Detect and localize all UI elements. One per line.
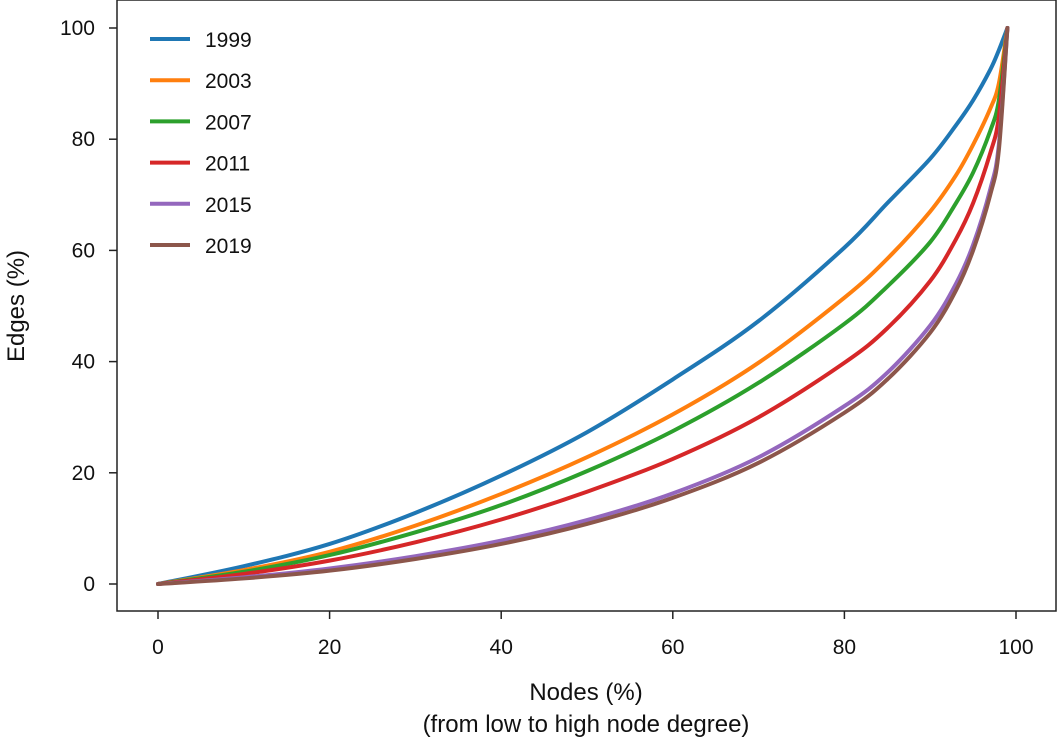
x-tick-label: 80 (833, 636, 856, 659)
y-tick-label: 100 (60, 17, 95, 40)
series-line-2011 (156, 26, 1010, 586)
y-tick-label: 0 (83, 573, 95, 596)
x-tick-label: 40 (490, 636, 513, 659)
legend-label: 2011 (205, 153, 250, 176)
y-axis-title: Edges (%) (3, 250, 30, 362)
series-line-2019 (156, 26, 1010, 586)
y-tick-label: 80 (72, 128, 95, 151)
y-tick-label: 20 (72, 462, 95, 485)
series-line-2003 (156, 26, 1010, 586)
series-line-2015 (156, 26, 1010, 586)
legend-item-2007: 2007 (150, 111, 252, 134)
x-axis-subtitle: (from low to high node degree) (423, 711, 750, 738)
y-axis: 0 20 40 60 80 100 (60, 17, 117, 596)
legend-item-2011: 2011 (150, 153, 250, 176)
legend-item-2003: 2003 (150, 70, 252, 93)
legend-item-2019: 2019 (150, 235, 252, 258)
series-lines (156, 26, 1010, 586)
x-axis: 0 20 40 60 80 100 (152, 611, 1034, 659)
legend-label: 1999 (205, 29, 252, 52)
x-tick-label: 60 (661, 636, 684, 659)
legend-label: 2019 (205, 235, 252, 258)
y-tick-label: 40 (72, 351, 95, 374)
series-line-1999 (156, 26, 1010, 586)
x-axis-title: Nodes (%) (529, 679, 642, 706)
y-tick-label: 60 (72, 239, 95, 262)
legend-item-1999: 1999 (150, 29, 252, 52)
legend-label: 2003 (205, 70, 252, 93)
series-line-2007 (156, 26, 1010, 586)
x-tick-label: 100 (998, 636, 1033, 659)
x-tick-label: 0 (152, 636, 164, 659)
legend-label: 2015 (205, 194, 252, 217)
legend: 1999 2003 2007 2011 2015 2019 (150, 29, 252, 258)
plot-frame (116, 0, 1057, 612)
legend-label: 2007 (205, 111, 252, 134)
legend-item-2015: 2015 (150, 194, 252, 217)
x-tick-label: 20 (318, 636, 341, 659)
